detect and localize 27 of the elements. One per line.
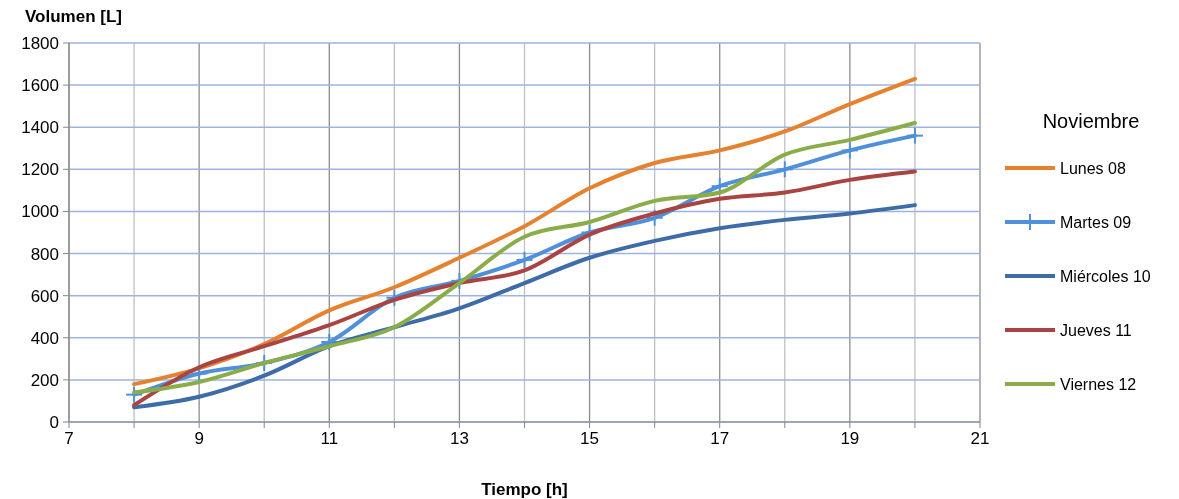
y-tick-label: 1200 xyxy=(21,160,59,180)
x-tick-label: 21 xyxy=(970,429,990,448)
legend-label: Miércoles 10 xyxy=(1060,268,1151,285)
y-tick-label: 600 xyxy=(30,286,59,306)
x-tick-label: 19 xyxy=(840,429,860,448)
line-series xyxy=(132,76,917,387)
y-tick-label: 1800 xyxy=(21,34,59,53)
y-tick-label: 200 xyxy=(30,370,59,390)
x-tick-label: 11 xyxy=(320,429,339,448)
y-tick-label: 1600 xyxy=(21,76,59,96)
y-tick-label: 800 xyxy=(30,244,59,264)
x-tick-label: 7 xyxy=(64,429,74,448)
y-axis-title: Volumen [L] xyxy=(25,7,122,26)
x-axis-title: Tiempo [h] xyxy=(481,480,568,499)
legend-title: Noviembre xyxy=(1042,110,1140,132)
x-tick-label: 15 xyxy=(580,429,600,448)
x-tick-label: 13 xyxy=(449,429,469,448)
x-tick-label: 9 xyxy=(194,429,204,448)
legend-label: Jueves 11 xyxy=(1060,322,1132,339)
legend-label: Viernes 12 xyxy=(1060,376,1137,393)
y-tick-label: 1000 xyxy=(21,202,59,222)
y-tick-label: 0 xyxy=(49,413,59,432)
y-tick-label: 1400 xyxy=(21,118,59,138)
y-tick-label: 400 xyxy=(30,328,59,348)
x-tick-label: 17 xyxy=(710,429,730,448)
legend-label: Martes 09 xyxy=(1060,214,1132,231)
legend-label: Lunes 08 xyxy=(1060,160,1126,177)
